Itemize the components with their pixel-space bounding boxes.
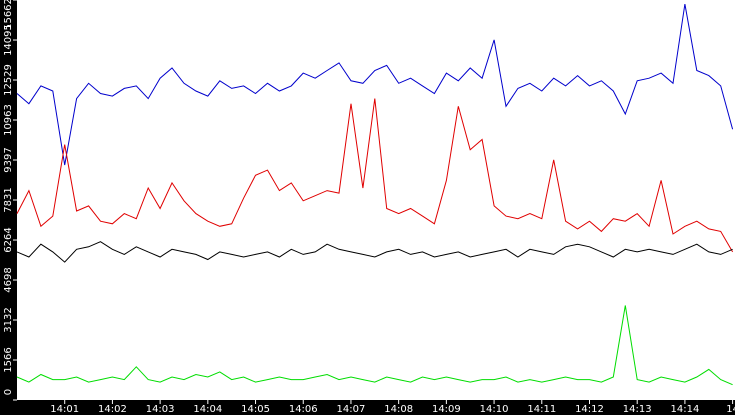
x-tick-label: 14:09 [432,404,461,415]
x-tick-label: 14:10 [480,404,509,415]
y-tick-label: 6264 [3,227,14,252]
y-tick-label: 7831 [3,187,14,212]
y-tick-label: 0 [3,389,14,395]
x-tick-label: 14:04 [193,404,222,415]
x-tick-label: 14:11 [527,404,556,415]
series-line [16,98,734,253]
x-tick-label: 14:05 [241,404,270,415]
series-line [16,241,733,263]
x-tick-label: 14:01 [50,404,79,415]
y-tick-label: 3132 [3,307,14,332]
x-tick-label: 14:14 [670,404,699,415]
y-tick-label: 4698 [3,267,14,292]
y-tick-label: 12529 [3,64,14,96]
x-axis-band [0,400,735,415]
y-tick-label: 9397 [3,147,14,172]
x-tick-label: 14:13 [623,404,652,415]
x-tick-label: 14:06 [289,404,318,415]
series-line [16,4,734,166]
x-tick-label: 14:03 [146,404,175,415]
x-tick-label: 14:02 [98,404,127,415]
y-tick-label: 10963 [3,104,14,136]
series-line [16,305,733,386]
x-tick-label: 14 [726,404,735,415]
x-tick-label: 14:08 [384,404,413,415]
y-axis-band [0,0,17,415]
y-tick-label: 1566 [3,347,14,372]
x-tick-label: 14:12 [575,404,604,415]
x-tick-label: 14:07 [337,404,366,415]
y-tick-label: 15662 [3,0,14,30]
y-tick-label: 14095 [3,24,14,56]
